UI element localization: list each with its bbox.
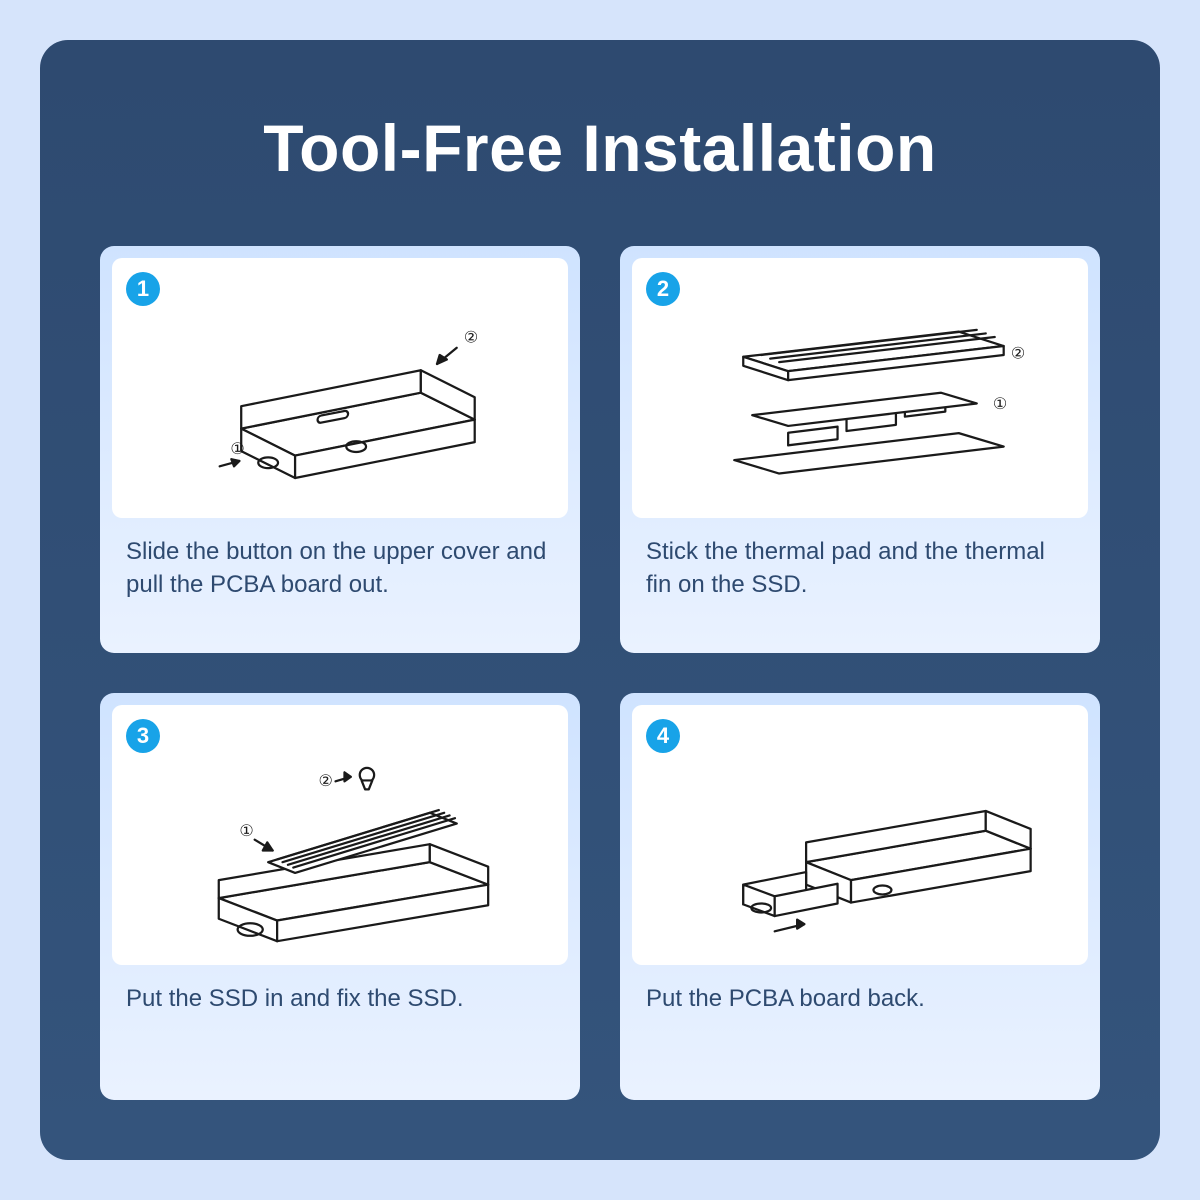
step-card-1: 1 [100, 246, 580, 653]
insert-ssd-icon: ① ② [112, 705, 568, 965]
step-2-illustration: 2 [632, 258, 1088, 518]
step-card-3: 3 [100, 693, 580, 1100]
thermal-layers-icon: ① ② [632, 258, 1088, 518]
step-1-illustration: 1 [112, 258, 568, 518]
page-title: Tool-Free Installation [100, 110, 1100, 186]
svg-text:②: ② [1011, 345, 1025, 363]
step-4-caption: Put the PCBA board back. [632, 965, 1088, 1025]
step-card-4: 4 [620, 693, 1100, 1100]
step-card-2: 2 [620, 246, 1100, 653]
step-1-caption: Slide the button on the upper cover and … [112, 518, 568, 611]
step-3-caption: Put the SSD in and fix the SSD. [112, 965, 568, 1025]
step-badge-3: 3 [126, 719, 160, 753]
main-panel: Tool-Free Installation 1 [40, 40, 1160, 1160]
step-3-illustration: 3 [112, 705, 568, 965]
enclosure-open-icon: ① ② [112, 258, 568, 518]
svg-text:①: ① [230, 440, 244, 458]
step-badge-4: 4 [646, 719, 680, 753]
svg-text:①: ① [993, 395, 1007, 413]
step-2-caption: Stick the thermal pad and the thermal fi… [632, 518, 1088, 611]
step-4-illustration: 4 [632, 705, 1088, 965]
steps-grid: 1 [100, 246, 1100, 1100]
svg-text:①: ① [239, 822, 253, 840]
step-badge-1: 1 [126, 272, 160, 306]
svg-text:②: ② [464, 328, 478, 346]
step-badge-2: 2 [646, 272, 680, 306]
svg-text:②: ② [318, 772, 332, 790]
push-tray-back-icon [632, 705, 1088, 965]
